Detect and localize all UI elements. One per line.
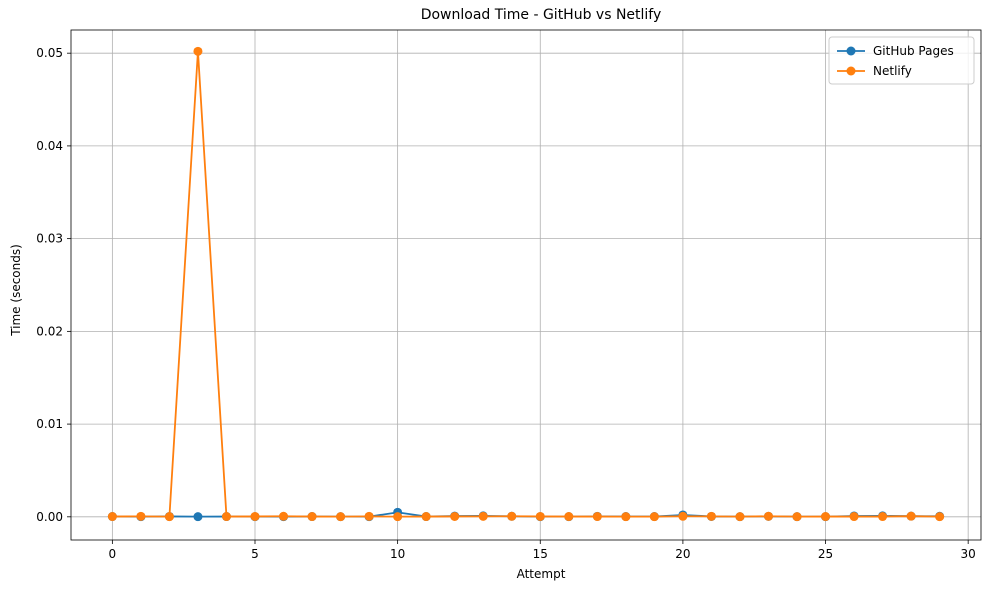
data-point (450, 511, 460, 521)
legend-label: Netlify (873, 64, 912, 78)
data-point (849, 512, 859, 522)
legend-marker (846, 46, 856, 56)
data-point (364, 511, 374, 521)
y-tick-label: 0.01 (36, 417, 63, 431)
legend-box (828, 36, 975, 85)
chart-title: Download Time - GitHub vs Netlify (421, 7, 662, 23)
data-point (250, 511, 260, 521)
data-point (878, 512, 888, 522)
axes: 0 5 10 15 20 25 30 0.00 0.01 0.02 0.03 0.04 0.05 (36, 29, 982, 561)
x-tick-label: 20 (675, 547, 690, 561)
x-tick-label: 0 (109, 547, 117, 561)
plot-frame (70, 29, 982, 541)
data-point (164, 512, 174, 522)
data-point (621, 512, 631, 522)
data-point (421, 512, 431, 522)
data-point (763, 511, 773, 521)
data-point (678, 511, 688, 521)
data-point (735, 512, 745, 522)
data-point (307, 512, 317, 522)
data-point (592, 512, 602, 522)
y-tick-label: 0.00 (36, 510, 63, 524)
x-tick-label: 5 (251, 547, 259, 561)
y-axis-label: Time (seconds) (9, 244, 23, 337)
legend-marker (846, 66, 856, 76)
y-tick-label: 0.03 (36, 232, 63, 246)
data-point (193, 512, 203, 522)
x-tick-label: 10 (390, 547, 405, 561)
series-layer (107, 46, 945, 522)
data-point (906, 511, 916, 521)
x-axis-label: Attempt (517, 567, 566, 581)
y-tick-label: 0.05 (36, 46, 63, 60)
legend-label: GitHub Pages (873, 44, 954, 58)
x-tick-label: 25 (818, 547, 833, 561)
series-line (112, 50, 940, 518)
data-point (107, 512, 117, 522)
data-point (507, 511, 517, 521)
x-tick-label: 15 (533, 547, 548, 561)
data-point (279, 511, 289, 521)
data-point (821, 512, 831, 522)
y-tick-label: 0.02 (36, 324, 63, 338)
data-point (193, 46, 203, 56)
data-point (649, 512, 659, 522)
data-point (564, 512, 574, 522)
data-point (706, 511, 716, 521)
x-tick-label: 30 (961, 547, 976, 561)
data-point (336, 512, 346, 522)
legend: GitHub Pages Netlify (828, 36, 975, 85)
data-point (221, 512, 231, 522)
data-point (393, 512, 403, 522)
data-point (935, 512, 945, 522)
data-point (535, 511, 545, 521)
data-point (792, 512, 802, 522)
y-tick-label: 0.04 (36, 139, 63, 153)
data-point (136, 511, 146, 521)
series-netlify (107, 46, 945, 522)
data-point (478, 511, 488, 521)
